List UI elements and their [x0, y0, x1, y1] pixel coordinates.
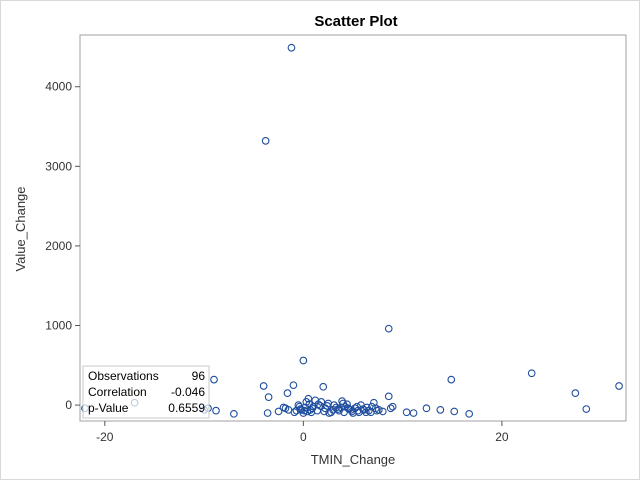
scatter-point	[290, 408, 299, 417]
x-axis: -20 0 20	[96, 421, 509, 444]
scatter-point	[355, 408, 363, 417]
scatter-point	[388, 402, 397, 411]
stats-label-correlation: Correlation	[88, 385, 147, 399]
scatter-point	[571, 389, 580, 397]
scatter-point	[212, 406, 220, 415]
scatter-point	[386, 404, 395, 413]
stats-inset: Observations 96 Correlation -0.046 p-Val…	[82, 365, 210, 419]
x-axis-title: TMIN_Change	[311, 452, 396, 467]
scatter-point	[281, 404, 290, 413]
scatter-point	[447, 375, 456, 384]
scatter-point	[323, 402, 332, 410]
scatter-point	[465, 409, 473, 418]
y-tick-label: 1000	[45, 318, 72, 332]
scatter-point	[582, 405, 591, 413]
scatter-point	[299, 356, 308, 365]
scatter-point	[325, 409, 334, 417]
data-points	[81, 43, 623, 418]
scatter-point	[307, 408, 316, 417]
scatter-point	[261, 137, 270, 145]
stats-label-observations: Observations	[88, 369, 159, 383]
scatter-point	[283, 389, 292, 397]
scatter-point	[289, 381, 298, 390]
scatter-point	[300, 406, 309, 415]
y-axis: 0 1000 2000 3000 4000	[45, 80, 80, 412]
scatter-point	[305, 400, 314, 409]
y-tick-label: 4000	[45, 80, 72, 94]
scatter-point	[287, 43, 296, 52]
scatter-point	[274, 407, 283, 416]
y-tick-label: 2000	[45, 239, 72, 253]
x-tick-label: 20	[495, 430, 509, 444]
scatter-point	[263, 409, 272, 417]
scatter-point	[349, 409, 357, 417]
scatter-point	[304, 394, 313, 403]
y-tick-label: 3000	[45, 159, 72, 173]
scatter-point	[210, 375, 218, 384]
scatter-point	[368, 402, 376, 411]
scatter-point	[340, 408, 348, 417]
scatter-point	[339, 399, 347, 408]
chart-title: Scatter Plot	[314, 13, 397, 30]
scatter-point	[230, 409, 238, 418]
scatter-point	[409, 409, 418, 417]
stats-label-pvalue: p-Value	[88, 401, 129, 415]
scatter-point	[343, 400, 351, 409]
scatter-point	[384, 392, 393, 401]
scatter-point	[378, 407, 387, 416]
scatter-point	[319, 382, 328, 391]
scatter-point	[384, 324, 393, 333]
stats-inset-box	[82, 365, 210, 419]
stats-value-pvalue: 0.6559	[168, 401, 205, 415]
scatter-point	[374, 406, 383, 414]
x-tick-label: 0	[300, 430, 307, 444]
x-tick-label: -20	[96, 430, 114, 444]
scatter-point	[344, 404, 352, 413]
scatter-point	[334, 405, 342, 413]
stats-value-observations: 96	[192, 369, 206, 383]
scatter-point	[615, 382, 623, 390]
scatter-point	[527, 369, 536, 378]
scatter-point	[292, 406, 301, 415]
scatter-point	[450, 407, 459, 416]
plot-area	[79, 34, 627, 422]
scatter-point	[264, 393, 273, 401]
stats-value-correlation: -0.046	[171, 385, 205, 399]
scatter-point	[422, 404, 431, 413]
y-tick-label: 0	[65, 398, 72, 412]
y-axis-title: Value_Change	[13, 186, 28, 271]
scatter-point	[259, 382, 268, 390]
scatter-point	[317, 398, 326, 406]
scatter-point	[436, 406, 445, 414]
